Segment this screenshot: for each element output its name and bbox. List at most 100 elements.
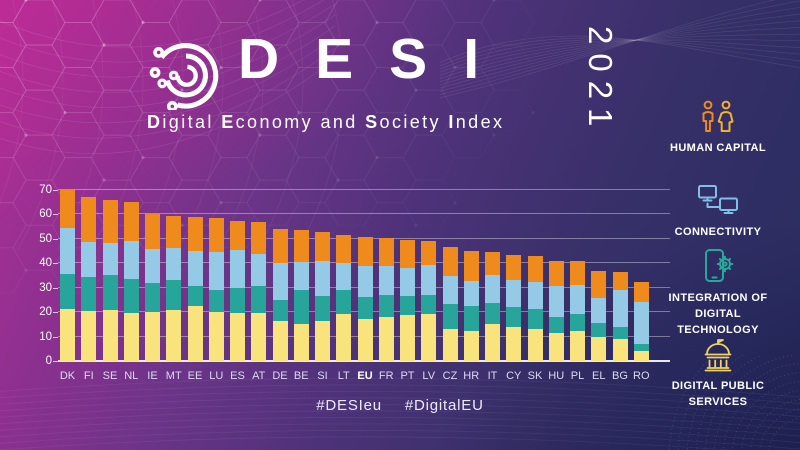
x-axis-label-at: AT (252, 370, 266, 382)
x-axis-label-cy: CY (506, 370, 522, 382)
bar-segment (230, 220, 245, 251)
bar-segment (548, 260, 564, 287)
bar-segment (272, 321, 288, 361)
bar-segment (463, 280, 479, 307)
bar-segment (251, 286, 267, 314)
bar-segment (612, 326, 628, 340)
x-axis-label-fi: FI (83, 370, 94, 382)
y-tick-mark (53, 312, 58, 314)
bar-segment (442, 276, 458, 304)
y-axis-tick-label: 20 (39, 306, 52, 319)
bar-segment (145, 213, 160, 250)
human-capital-icon (702, 100, 734, 132)
bar-column-cy (506, 254, 522, 361)
bar-segment (208, 312, 224, 361)
hashtag-desieu: #DESIeu (316, 397, 382, 414)
x-axis-label-pl: PL (570, 370, 585, 382)
bar-segment (421, 265, 437, 296)
bar-segment (187, 306, 203, 361)
bar-segment (485, 323, 500, 361)
bar-segment (442, 303, 458, 329)
bar-segment (357, 296, 373, 320)
bar-segment (400, 239, 415, 268)
bar-segment (633, 301, 649, 345)
bar-segment (208, 217, 224, 253)
bar-segment (166, 215, 182, 248)
bar-segment (166, 247, 182, 281)
bar-segment (60, 309, 75, 361)
subtitle-word: Society (365, 112, 441, 132)
desi-logo-icon (149, 43, 219, 110)
bar-column-nl (123, 202, 139, 361)
desi-stacked-bar-chart: 0 10 20 30 40 50 60 70 DK FI SE NL IE MT EE LU ES AT DE BE… (30, 183, 678, 385)
bar-column-lv (421, 240, 437, 361)
bar-segment (166, 310, 182, 361)
bar-segment (633, 350, 649, 361)
bar-segment (591, 323, 607, 338)
bar-segment (102, 199, 118, 244)
year-label: 2021 (582, 26, 619, 136)
bar-segment (315, 320, 330, 361)
bar-column-eu (357, 236, 373, 361)
bar-column-be (293, 229, 309, 361)
bar-column-pt (400, 239, 415, 361)
bar-segment (378, 266, 394, 295)
bar-segment (230, 313, 245, 361)
bar-segment (612, 272, 628, 291)
x-axis-label-de: DE (272, 370, 288, 382)
bar-segment (400, 267, 415, 297)
bar-segment (208, 290, 224, 313)
bar-segment (336, 235, 352, 264)
bar-segment (145, 249, 160, 284)
legend-item-digital-public-services: DIGITAL PUBLIC SERVICES (660, 338, 776, 411)
bar-column-lu (208, 217, 224, 361)
bar-column-dk (60, 190, 75, 361)
bar-segment (102, 310, 118, 361)
footer-hashtags: #DESIeu #DigitalEU (0, 397, 800, 414)
bar-segment (293, 323, 309, 361)
bar-segment (633, 282, 649, 302)
legend-item-human-capital: HUMAN CAPITAL (660, 100, 776, 157)
x-axis-label-se: SE (102, 370, 118, 382)
bar-segment (357, 265, 373, 297)
x-axis-label-dk: DK (59, 370, 76, 382)
hashtag-digitaleu: #DigitalEU (404, 397, 484, 414)
y-tick-mark (53, 214, 58, 216)
bar-segment (548, 316, 564, 334)
bar-column-lt (336, 235, 352, 361)
bar-segment (272, 228, 288, 264)
y-tick-mark (53, 361, 58, 362)
bar-segment (421, 295, 437, 314)
bar-segment (251, 254, 267, 287)
y-tick-mark (53, 287, 58, 289)
subtitle-word: Index (448, 112, 505, 132)
bar-segment (315, 296, 330, 321)
page-subtitle: Digital Economy and Society Index (147, 112, 587, 133)
bar-segment (251, 313, 267, 361)
x-axis-label-eu: EU (357, 370, 373, 382)
bar-column-it (485, 252, 500, 361)
bar-segment (123, 241, 139, 280)
bar-segment (400, 296, 415, 315)
bar-segment (378, 316, 394, 361)
bar-segment (230, 250, 245, 289)
bar-segment (81, 197, 97, 242)
bar-segment (378, 237, 394, 267)
bar-column-de (272, 228, 288, 361)
bar-segment (506, 280, 522, 308)
bar-column-fi (81, 197, 97, 361)
bar-segment (187, 286, 203, 307)
x-axis-label-el: EL (592, 370, 606, 382)
bar-segment (591, 337, 607, 361)
bar-segment (315, 232, 330, 262)
y-axis-tick-label: 30 (39, 281, 52, 294)
bar-segment (421, 313, 437, 361)
bar-column-fr (378, 237, 394, 361)
bar-segment (506, 254, 522, 281)
bar-segment (612, 339, 628, 361)
bar-segment (208, 252, 224, 291)
gridline (58, 189, 670, 190)
bar-column-si (315, 232, 330, 361)
bar-segment (336, 263, 352, 291)
